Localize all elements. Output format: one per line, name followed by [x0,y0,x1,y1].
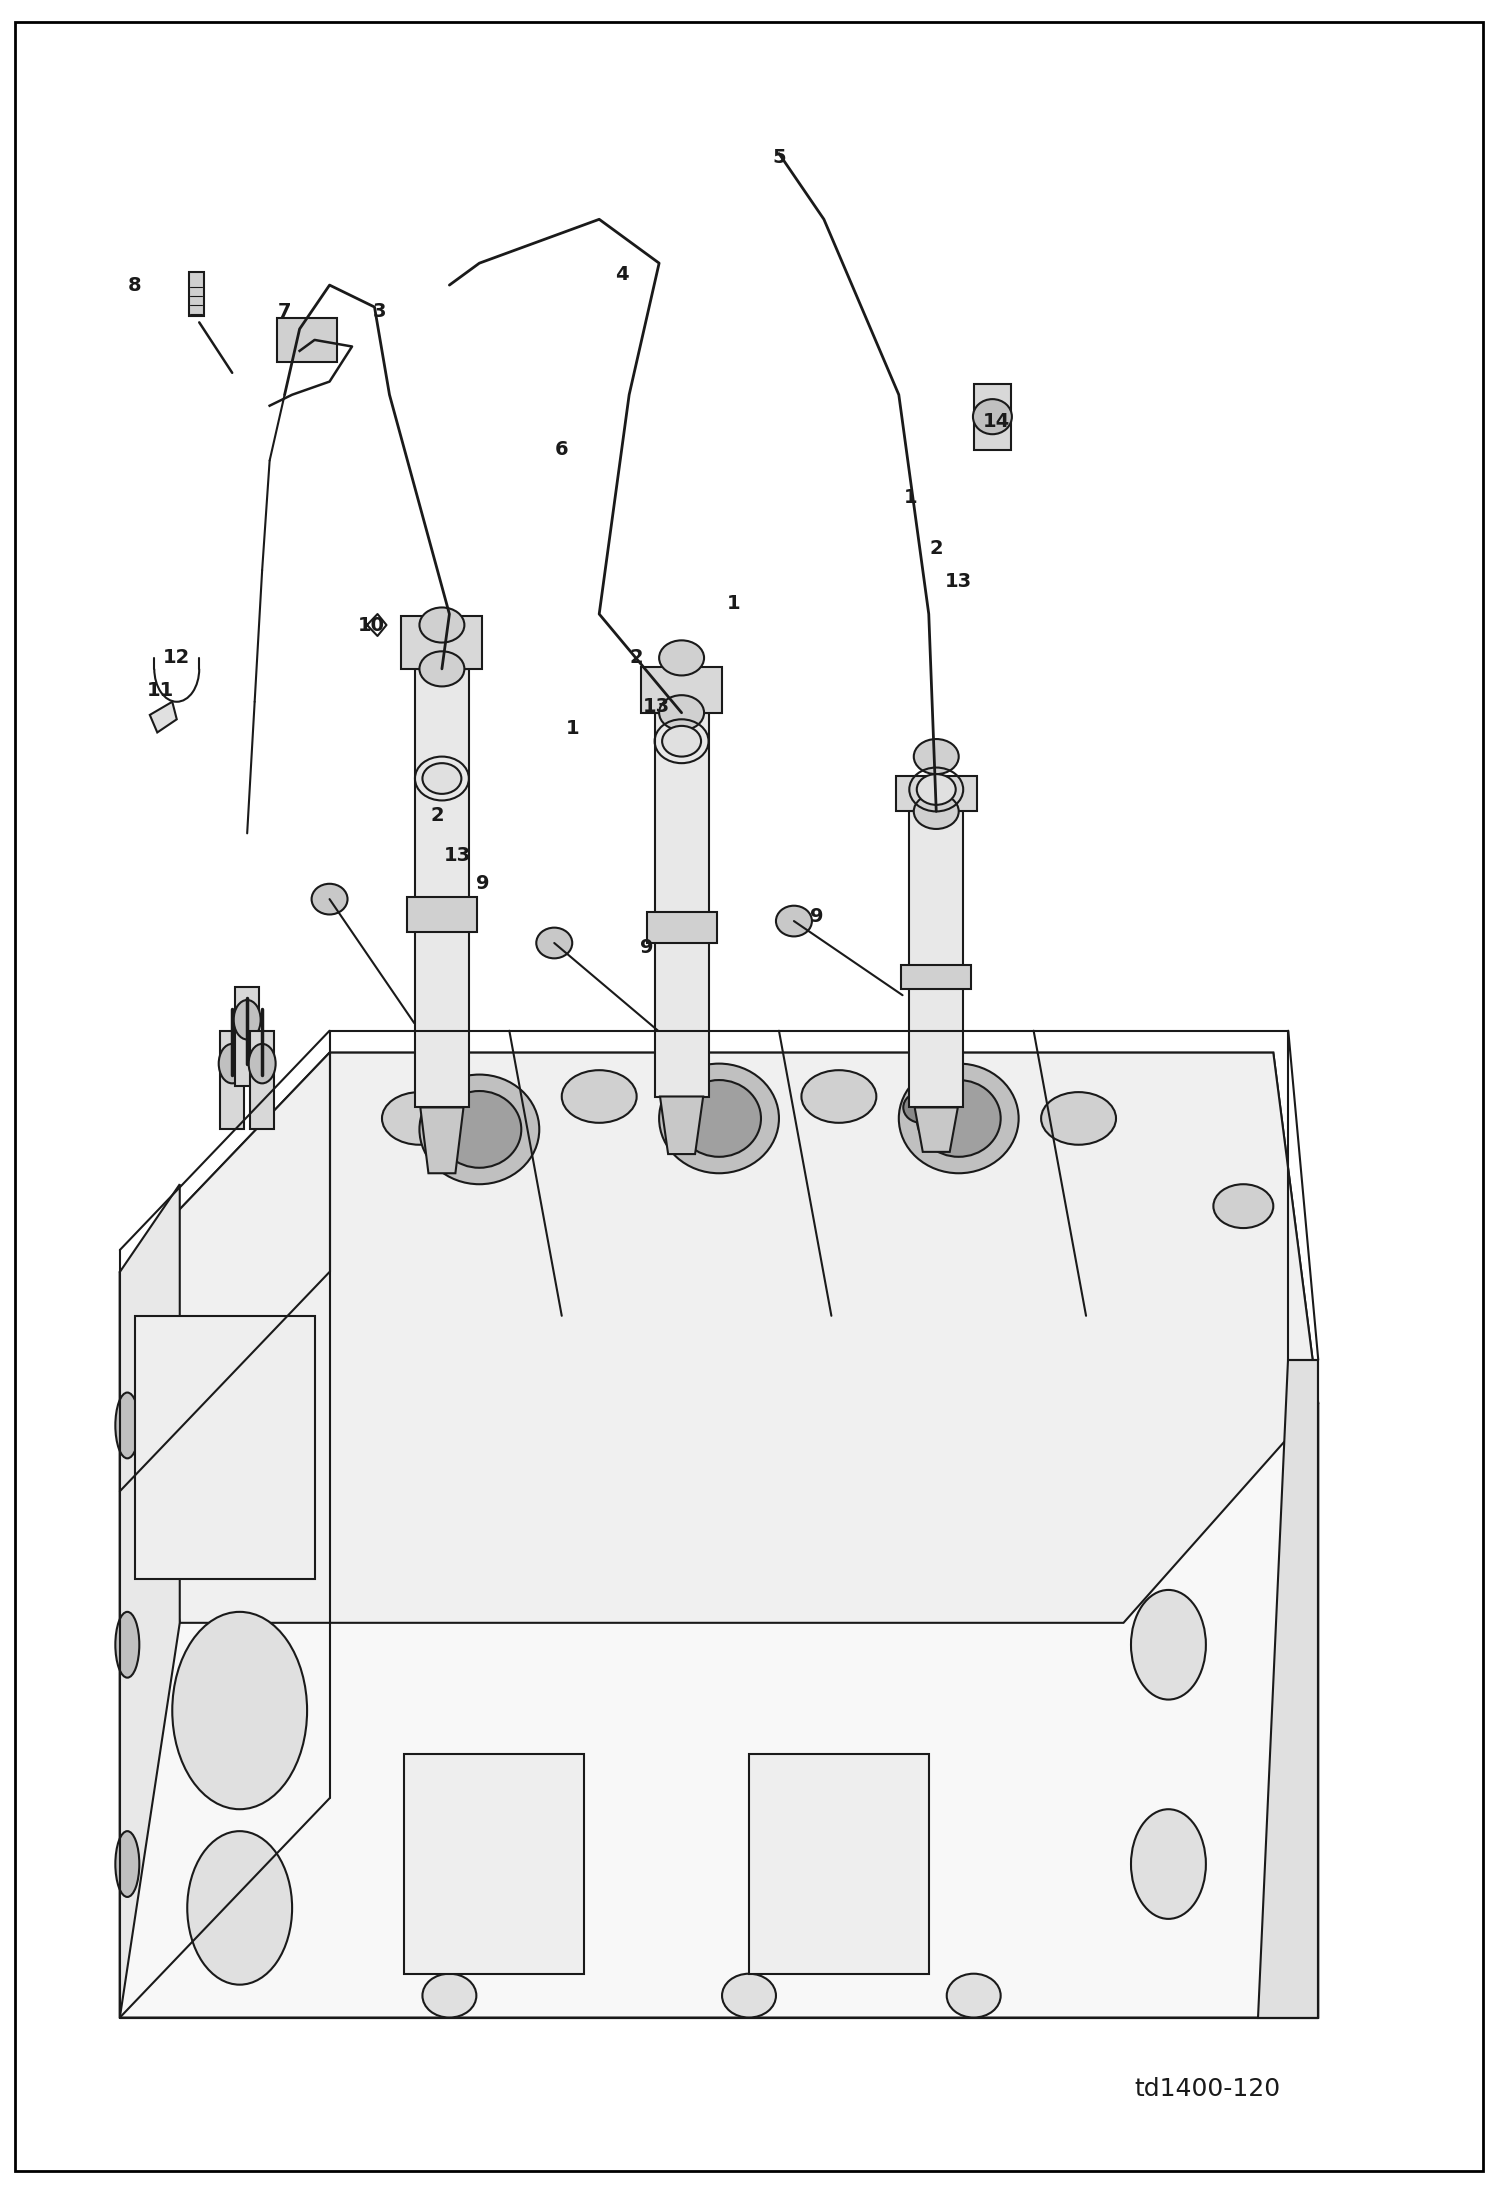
Text: 1: 1 [727,594,742,612]
Ellipse shape [115,1831,139,1897]
Ellipse shape [419,607,464,643]
Bar [404,1754,584,1974]
Text: 7: 7 [277,303,292,320]
Ellipse shape [419,1075,539,1184]
Ellipse shape [422,1974,476,2018]
Bar [220,1031,244,1129]
Bar [189,272,204,316]
Polygon shape [421,1107,463,1173]
Ellipse shape [437,1090,521,1167]
Ellipse shape [776,906,812,936]
Ellipse shape [424,1092,460,1123]
Text: 14: 14 [983,412,1010,430]
Text: 3: 3 [372,303,386,320]
Text: 1: 1 [565,719,580,737]
Ellipse shape [899,1064,1019,1173]
Ellipse shape [115,1393,139,1458]
Text: 11: 11 [147,682,174,700]
Bar [902,965,971,989]
Polygon shape [915,1107,957,1151]
Ellipse shape [917,1079,1001,1158]
Ellipse shape [1041,1092,1116,1145]
Ellipse shape [1131,1809,1206,1919]
Ellipse shape [659,695,704,730]
Ellipse shape [219,1044,246,1083]
Ellipse shape [722,1974,776,2018]
Bar [135,1316,315,1579]
Ellipse shape [914,739,959,774]
Text: 5: 5 [771,149,786,167]
Ellipse shape [659,640,704,675]
Polygon shape [661,1096,703,1154]
Text: 9: 9 [809,908,824,925]
Text: 2: 2 [929,539,944,557]
Text: 6: 6 [554,441,569,458]
Bar [415,669,469,1107]
Text: 9: 9 [640,939,655,956]
Ellipse shape [382,1092,457,1145]
Ellipse shape [662,726,701,757]
Text: td1400-120: td1400-120 [1134,2077,1281,2101]
Bar [407,897,476,932]
Ellipse shape [974,399,1013,434]
Ellipse shape [1213,1184,1273,1228]
Ellipse shape [312,884,348,914]
Bar [235,987,259,1086]
Ellipse shape [562,1070,637,1123]
Ellipse shape [664,1081,700,1112]
Ellipse shape [914,794,959,829]
Ellipse shape [422,763,461,794]
Ellipse shape [234,1000,261,1039]
Text: 4: 4 [614,265,629,283]
Ellipse shape [947,1974,1001,2018]
Polygon shape [120,1184,180,2018]
Text: 2: 2 [629,649,644,667]
Polygon shape [120,1053,1318,2018]
Ellipse shape [659,1064,779,1173]
Text: 2: 2 [430,807,445,825]
Text: 10: 10 [358,616,385,634]
Ellipse shape [115,1612,139,1678]
Bar [655,713,709,1096]
Ellipse shape [801,1070,876,1123]
Ellipse shape [172,1612,307,1809]
Ellipse shape [536,928,572,958]
Ellipse shape [1131,1590,1206,1700]
Ellipse shape [903,1092,939,1123]
Text: 8: 8 [127,276,142,294]
Ellipse shape [249,1044,276,1083]
Text: 9: 9 [475,875,490,893]
Text: 12: 12 [163,649,190,667]
Text: 13: 13 [643,697,670,715]
Text: 1: 1 [903,489,918,507]
Bar [909,811,963,1107]
Ellipse shape [419,651,464,686]
Ellipse shape [917,774,956,805]
Ellipse shape [677,1079,761,1158]
Polygon shape [120,1053,1318,1623]
Bar [974,384,1011,450]
Bar [250,1031,274,1129]
Polygon shape [150,702,177,732]
Bar [896,776,977,811]
Bar [749,1754,929,1974]
Text: 13: 13 [443,846,470,864]
Ellipse shape [187,1831,292,1985]
Bar [641,667,722,713]
Polygon shape [1258,1360,1318,2018]
Bar [647,912,716,943]
Text: 13: 13 [945,572,972,590]
Bar [401,616,482,669]
Bar [277,318,337,362]
